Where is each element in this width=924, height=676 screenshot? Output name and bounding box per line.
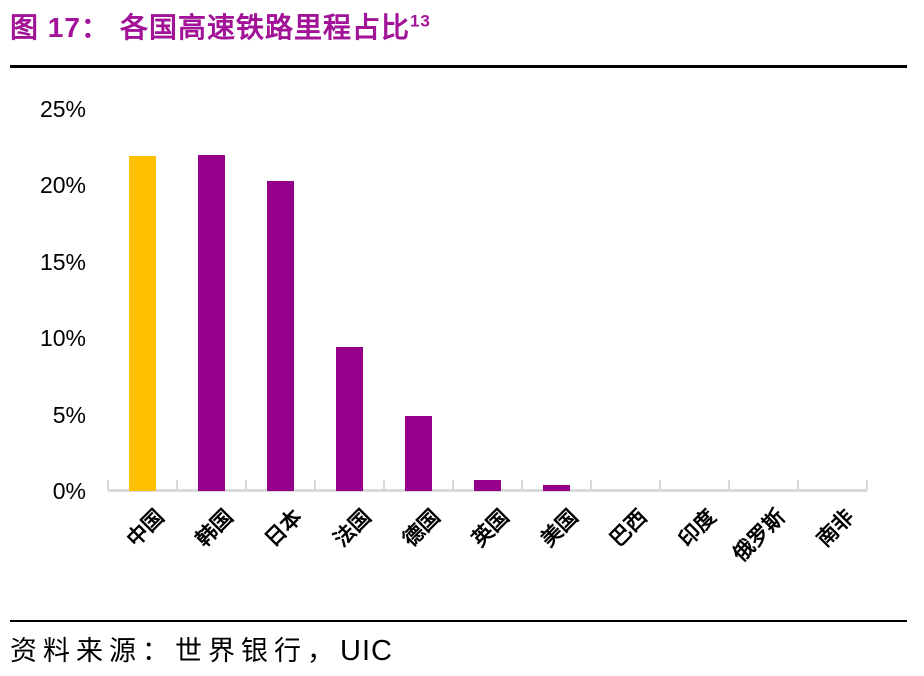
x-axis-tick xyxy=(590,480,592,490)
y-axis-tick-label: 20% xyxy=(39,172,86,199)
bar-英国 xyxy=(474,480,501,491)
y-axis-tick-label: 5% xyxy=(52,401,86,428)
x-axis-tick xyxy=(521,480,523,490)
x-axis-tick xyxy=(107,480,109,490)
figure-footnote-marker: 13 xyxy=(409,11,431,31)
x-axis-tick xyxy=(866,480,868,490)
x-axis-tick xyxy=(797,480,799,490)
x-axis-tick xyxy=(452,480,454,490)
source-divider-line xyxy=(10,620,907,622)
y-axis-tick-label: 10% xyxy=(39,325,86,352)
x-axis-tick xyxy=(728,480,730,490)
figure-title-text: 各国高速铁路里程占比 xyxy=(119,12,410,43)
title-divider-line xyxy=(10,65,907,68)
bar-中国 xyxy=(129,156,156,491)
source-line: 资料来源：世界银行，UIC xyxy=(10,629,393,668)
y-axis-tick-label: 25% xyxy=(39,96,86,122)
bar-德国 xyxy=(405,416,432,491)
bar-日本 xyxy=(267,180,294,491)
bar-法国 xyxy=(336,347,363,491)
x-axis-tick xyxy=(245,480,247,490)
figure-number-label: 图 17： xyxy=(10,12,110,43)
y-axis-tick-label: 0% xyxy=(52,478,86,504)
y-axis-tick-label: 15% xyxy=(39,248,86,275)
x-axis-tick xyxy=(314,480,316,490)
source-org: UIC xyxy=(340,635,393,667)
bar-美国 xyxy=(543,484,570,491)
figure-title: 图 17： 各国高速铁路里程占比13 xyxy=(10,6,431,46)
x-axis-tick xyxy=(659,480,661,490)
source-text: 资料来源：世界银行， xyxy=(10,636,340,666)
x-axis-tick xyxy=(176,480,178,490)
x-axis-tick xyxy=(383,480,385,490)
bar-韩国 xyxy=(198,154,225,491)
